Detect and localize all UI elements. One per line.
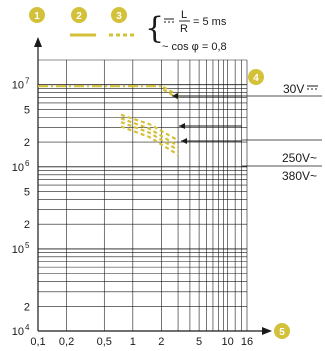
horizontal-grid [38, 59, 247, 332]
x-tick-labels: 0,1 0,2 0,5 1 2 5 10 16 [30, 336, 253, 348]
voltage-30v-arrow-icon [172, 93, 178, 99]
y-tick-exponent: 4 [25, 323, 30, 332]
y-tick-label: 10 [12, 80, 24, 92]
legend-r: R [180, 23, 188, 35]
voltage-380v: 380V~ [181, 138, 322, 183]
badge-1: 1 [29, 7, 45, 23]
legend-l: L [181, 9, 187, 21]
badge-3-text: 3 [116, 11, 122, 22]
badge-3-circle-icon [111, 7, 127, 23]
x-tick-label: 0,5 [97, 336, 112, 348]
badge-5: 5 [274, 323, 290, 339]
voltage-250v: 250V~ [179, 123, 322, 165]
voltage-250v-arrow-icon [179, 123, 185, 129]
series-line-5 [120, 117, 179, 147]
y-tick-label: 2 [24, 301, 30, 313]
x-tick-label: 1 [130, 336, 136, 348]
badge-1-text: 1 [34, 11, 40, 22]
voltage-380v-label: 380V~ [282, 169, 317, 183]
voltage-30v: 30V [172, 82, 322, 99]
y-tick-exponent: 7 [25, 77, 30, 86]
y-tick-label: 10 [12, 326, 24, 338]
series-lines [38, 85, 179, 156]
x-tick-label: 2 [158, 336, 164, 348]
x-tick-label: 0,2 [59, 336, 74, 348]
x-tick-label: 10 [222, 336, 234, 348]
legend: { L R = 5 ms ~ cos φ = 0,8 [70, 9, 227, 53]
vertical-grid [66, 60, 248, 331]
badge-5-circle-icon [274, 323, 290, 339]
legend-dc-value: = 5 ms [193, 16, 227, 28]
badge-4-text: 4 [253, 73, 259, 84]
y-tick-label: 10 [12, 162, 24, 174]
y-tick-exponent: 5 [25, 241, 30, 250]
series-line-7 [120, 125, 179, 156]
badge-1-circle-icon [29, 7, 45, 23]
series-line-4 [120, 113, 179, 142]
badge-4-circle-icon [248, 69, 264, 85]
series-line-6 [120, 121, 179, 152]
badge-3: 3 [111, 7, 127, 23]
legend-ac-text: ~ cos φ = 0,8 [162, 41, 227, 53]
voltage-30v-label: 30V [283, 82, 304, 96]
x-tick-label: 0,1 [30, 336, 45, 348]
y-tick-label: 2 [24, 137, 30, 149]
legend-brace: { [145, 11, 164, 46]
dc-symbol-small-icon [164, 18, 174, 23]
voltage-380v-arrow-icon [181, 138, 187, 144]
y-tick-label: 5 [24, 104, 30, 116]
voltage-250v-label: 250V~ [282, 151, 317, 165]
y-tick-label: 2 [24, 219, 30, 231]
badge-2-circle-icon [71, 7, 87, 23]
badge-2: 2 [71, 7, 87, 23]
series-line-2 [162, 85, 179, 97]
x-axis-arrow-icon [262, 327, 272, 335]
x-tick-label: 5 [196, 336, 202, 348]
badge-4: 4 [248, 69, 264, 85]
y-tick-label: 10 [12, 244, 24, 256]
y-tick-label: 5 [24, 187, 30, 199]
y-tick-exponent: 6 [25, 159, 30, 168]
dc-symbol-icon [307, 85, 318, 90]
badge-2-text: 2 [76, 11, 82, 22]
x-tick-label: 16 [241, 336, 253, 348]
badge-5-text: 5 [279, 327, 285, 338]
y-axis-arrow-icon [34, 37, 42, 47]
